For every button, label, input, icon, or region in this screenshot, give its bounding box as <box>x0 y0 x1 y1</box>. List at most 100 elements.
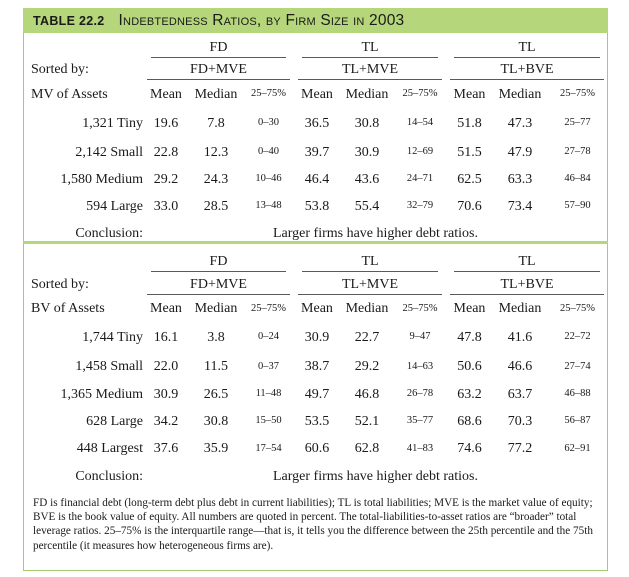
table-cell: 51.8 <box>457 115 482 131</box>
table-row: 2,142 Small 22.8 12.3 0–40 39.7 30.9 12–69 51.5… <box>23 139 608 166</box>
group-header: TL <box>446 37 608 59</box>
row-label: 1,321 Tiny <box>82 115 143 131</box>
conclusion-row: Conclusion: Larger firms have higher debt… <box>23 220 608 247</box>
column-header: Mean <box>301 301 333 316</box>
panel-separator <box>23 241 608 244</box>
table-cell: 22.8 <box>153 144 179 160</box>
table-cell: 13–48 <box>255 200 282 212</box>
row-label: 2,142 Small <box>75 144 143 160</box>
column-header: Mean <box>150 86 182 102</box>
table-cell: 22–72 <box>564 331 591 343</box>
table-cell: 14–54 <box>406 117 434 129</box>
table-cell: 37.6 <box>153 441 179 456</box>
table-cell: 47.3 <box>507 115 533 131</box>
table-cell: 74.6 <box>457 441 482 456</box>
sorted-by-label: Sorted by: <box>31 276 89 292</box>
table-cell: 7.8 <box>207 115 225 131</box>
table-cell: 46.6 <box>507 359 533 374</box>
table-cell: 24.3 <box>203 171 229 187</box>
table-cell: 36.5 <box>304 115 330 131</box>
sort-criterion-label: BV of Assets <box>31 301 105 316</box>
table-cell: 46.8 <box>354 386 380 402</box>
column-header: 25–75% <box>560 302 595 314</box>
table-cell: 30.9 <box>153 386 179 402</box>
header-spacer <box>23 37 143 59</box>
table-cell: 68.6 <box>457 413 482 429</box>
column-header: Median <box>345 301 389 316</box>
table-cell: 27–78 <box>564 146 591 158</box>
table-cell: 39.7 <box>304 144 330 160</box>
table-row: 1,744 Tiny 16.1 3.8 0–24 30.9 22.7 9–47 47.8 41.… <box>23 322 608 353</box>
table-cell: 49.7 <box>304 386 330 402</box>
table-cell: 29.2 <box>153 171 179 187</box>
row-label: 1,744 Tiny <box>82 329 143 345</box>
table-cell: 41–83 <box>406 442 434 454</box>
table-cell: 26.5 <box>203 386 229 402</box>
panel-mv-of-assets: FD TL TL Sorted by: FD+MVE TL+MVE TL+BVE MV of … <box>23 37 608 247</box>
table-cell: 34.2 <box>153 413 179 429</box>
conclusion-label: Conclusion: <box>75 225 143 241</box>
table-row: 594 Large 33.0 28.5 13–48 53.8 55.4 32–79 70.6 7… <box>23 193 608 220</box>
table-cell: 70.3 <box>507 413 533 429</box>
group-header-row: FD TL TL <box>23 37 608 59</box>
table-cell: 22.7 <box>354 329 380 345</box>
column-header: 25–75% <box>251 302 286 314</box>
conclusion-text: Larger firms have higher debt ratios. <box>272 225 478 241</box>
sort-criterion-label: MV of Assets <box>31 86 108 102</box>
table-cell: 3.8 <box>207 329 225 345</box>
table-cell: 24–71 <box>406 173 434 185</box>
conclusion-label: Conclusion: <box>75 468 143 484</box>
group-header: TL <box>294 37 446 59</box>
group-header-row: FD TL TL <box>23 251 608 273</box>
column-header: Median <box>345 86 389 102</box>
table-cell: 73.4 <box>507 198 533 214</box>
table-cell: 46–84 <box>564 173 591 185</box>
table-cell: 17–54 <box>255 442 282 454</box>
table-cell: 11–48 <box>255 388 282 400</box>
subgroup-header: FD+MVE <box>143 273 294 296</box>
table-cell: 11.5 <box>204 359 228 374</box>
table-cell: 50.6 <box>457 359 482 374</box>
row-label: 594 Large <box>86 198 143 214</box>
subgroup-header: FD+MVE <box>143 59 294 81</box>
table-cell: 52.1 <box>354 413 380 429</box>
table-cell: 46–88 <box>564 388 591 400</box>
table-footnote: FD is financial debt (long-term debt plu… <box>33 497 593 552</box>
table-cell: 47.9 <box>507 144 533 160</box>
table-cell: 22.0 <box>153 359 179 374</box>
table-cell: 63.7 <box>507 386 533 402</box>
column-header: Mean <box>453 86 486 102</box>
table-cell: 35–77 <box>406 415 434 427</box>
table-cell: 30.8 <box>203 413 229 429</box>
column-header: 25–75% <box>402 88 438 100</box>
table-cell: 30.8 <box>354 115 380 131</box>
column-header: Median <box>498 301 542 316</box>
column-header: 25–75% <box>402 302 438 314</box>
table-cell: 9–47 <box>409 331 431 343</box>
conclusion-row: Conclusion: Larger firms have higher debt… <box>23 463 608 490</box>
table-cell: 55.4 <box>354 198 380 214</box>
table-cell: 51.5 <box>457 144 482 160</box>
column-header: Mean <box>301 86 333 102</box>
conclusion-text: Larger firms have higher debt ratios. <box>272 468 478 484</box>
column-header: 25–75% <box>251 88 286 100</box>
table-cell: 38.7 <box>304 359 330 374</box>
table-cell: 35.9 <box>203 441 229 456</box>
subgroup-header: TL+MVE <box>294 273 446 296</box>
table-cell: 14–63 <box>406 360 434 372</box>
table-cell: 12–69 <box>406 146 434 158</box>
panel-bv-of-assets: FD TL TL Sorted by: FD+MVE TL+MVE TL+BVE BV of … <box>23 251 608 490</box>
group-header: FD <box>143 37 294 59</box>
column-header: 25–75% <box>560 88 595 100</box>
table-cell: 62.8 <box>354 441 380 456</box>
subgroup-header-row: Sorted by: FD+MVE TL+MVE TL+BVE <box>23 273 608 296</box>
subgroup-header: TL+BVE <box>446 273 608 296</box>
table-cell: 27–74 <box>564 360 591 372</box>
table-cell: 30.9 <box>304 329 330 345</box>
subgroup-header: TL+BVE <box>446 59 608 81</box>
table-cell: 62.5 <box>457 171 482 187</box>
table-cell: 63.2 <box>457 386 482 402</box>
table-cell: 0–37 <box>258 360 279 372</box>
table-cell: 15–50 <box>255 415 282 427</box>
group-header: FD <box>143 251 294 273</box>
